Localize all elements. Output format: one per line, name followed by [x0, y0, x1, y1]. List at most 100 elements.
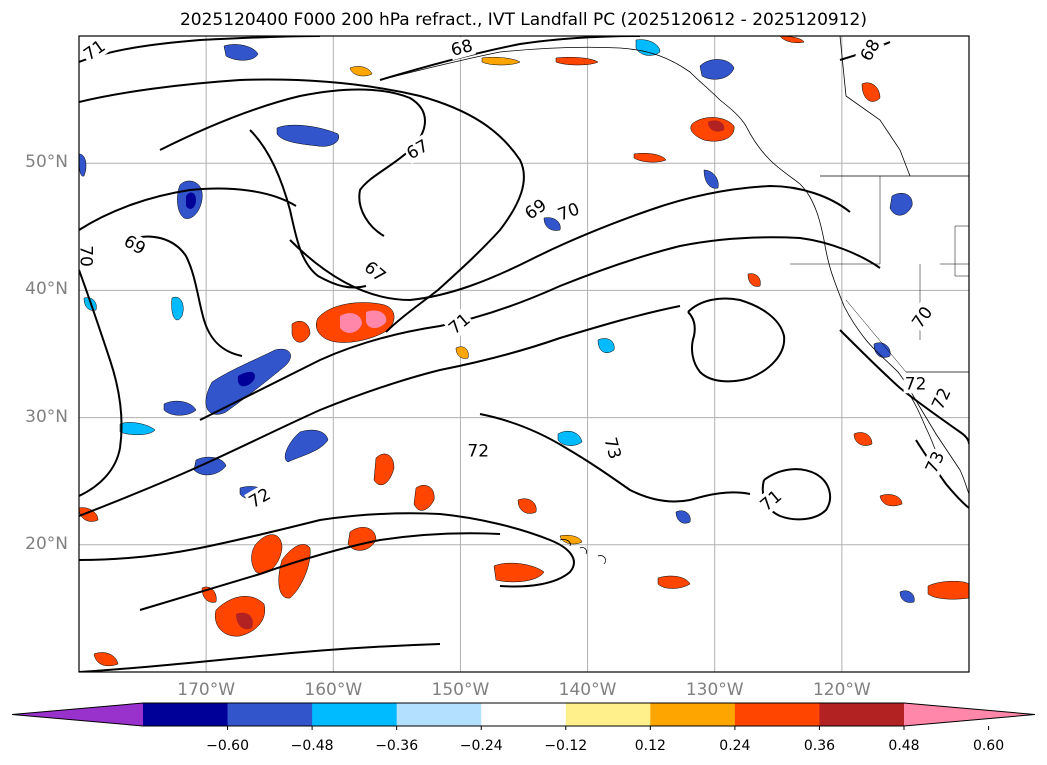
shade-negative — [889, 193, 913, 216]
colorbar-segment — [481, 703, 567, 726]
colorbar-tick-label: 0.12 — [634, 738, 666, 754]
colorbar-segment — [565, 703, 651, 726]
contour-label-bg — [600, 433, 626, 463]
shade-positive — [93, 652, 119, 667]
colorbar-tick-label: 0.48 — [888, 738, 920, 754]
shade-positive — [278, 544, 311, 599]
shade-negative — [543, 217, 561, 231]
contour-label: 70 — [76, 245, 96, 267]
coastline-hawaii — [559, 539, 606, 565]
contour-label-bg — [466, 440, 491, 461]
shade-positive — [861, 82, 881, 102]
contour-label-bg — [755, 484, 787, 516]
contour-label-bg — [79, 36, 110, 66]
shade-negative — [699, 59, 735, 80]
lon-tick-label: 140°W — [558, 680, 617, 700]
contour-label-bg — [906, 301, 938, 333]
contour-73 — [479, 413, 751, 503]
colorbar-tick-label: −0.36 — [375, 738, 419, 754]
shade-positive — [366, 310, 387, 328]
contour-72-south — [79, 512, 575, 588]
contour-label-bg — [443, 308, 475, 339]
contour-72-far-south — [79, 643, 441, 672]
contour-71 — [199, 236, 881, 421]
colorbar — [11, 702, 1036, 730]
contour-70-main — [289, 184, 851, 302]
contour-72 — [79, 305, 681, 517]
colorbar-segment — [819, 703, 905, 726]
contour-69 — [79, 187, 297, 231]
lon-tick-label: 170°W — [177, 680, 236, 700]
shade-positive — [559, 535, 583, 545]
contour-label-bg — [553, 198, 584, 226]
colorbar-tick-label: −0.24 — [459, 738, 503, 754]
contour-72-southwest — [139, 532, 501, 611]
contour-label-bg — [855, 36, 885, 66]
colorbar-segment — [650, 703, 736, 726]
contour-label: 72 — [905, 374, 927, 394]
coastline-canada-bc — [745, 125, 825, 241]
contour-label-bg — [920, 447, 949, 478]
shade-positive — [633, 153, 667, 163]
contour-label-bg — [359, 255, 391, 287]
colorbar-tick-label: −0.12 — [544, 738, 588, 754]
contour-label-bg — [119, 229, 151, 260]
contour-label-bg — [244, 483, 275, 513]
shade-positive — [853, 432, 873, 446]
shade-positive — [517, 498, 537, 514]
colorbar-extend-high — [904, 703, 1035, 726]
shade-negative — [193, 456, 227, 476]
shade-positive — [927, 581, 969, 600]
map-frame — [78, 35, 970, 673]
contour-label: 72 — [467, 442, 489, 462]
shade-negative — [276, 124, 340, 147]
coastline-alaska — [379, 46, 747, 127]
lon-tick-label: 130°W — [685, 680, 744, 700]
shade-positive — [349, 66, 373, 77]
state-borders — [790, 176, 969, 373]
shade-positive — [708, 120, 725, 132]
shade-negative — [597, 338, 615, 353]
lat-tick-label: 50°N — [25, 152, 68, 173]
lat-tick-label: 40°N — [25, 279, 68, 300]
shade-negative — [557, 431, 583, 446]
contour-label-bg — [401, 134, 433, 164]
lat-tick-label: 30°N — [25, 406, 68, 427]
coastline-us-west — [823, 239, 969, 495]
colorbar-tick-label: −0.48 — [290, 738, 334, 754]
shade-positive — [413, 485, 435, 511]
contour-label-bg — [926, 383, 956, 414]
shade-positive — [455, 346, 469, 359]
colorbar-segment — [312, 703, 398, 726]
lat-tick-label: 20°N — [25, 533, 68, 554]
lon-tick-label: 160°W — [304, 680, 363, 700]
contour-label-bg — [519, 193, 552, 225]
colorbar-extend-low — [12, 703, 143, 726]
map-title: 2025120400 F000 200 hPa refract., IVT La… — [179, 10, 867, 30]
shade-positive — [481, 56, 521, 66]
shade-positive — [236, 612, 253, 630]
shade-positive — [373, 453, 395, 486]
shade-positive — [79, 507, 99, 522]
shade-negative — [186, 192, 196, 209]
shade-positive — [747, 273, 761, 287]
contour-73-east — [915, 439, 969, 509]
shade-negative — [873, 342, 891, 358]
contour-67-b — [249, 129, 367, 289]
colorbar-segment — [396, 703, 482, 726]
shade-negative — [284, 429, 329, 463]
contour-label-bg — [79, 244, 97, 269]
contour-70 — [79, 269, 123, 497]
shade-positive — [340, 313, 362, 333]
border-alaska-canada — [839, 36, 911, 177]
shade-positive — [493, 562, 545, 583]
contour-69-main — [79, 78, 525, 333]
lon-tick-label: 120°W — [812, 680, 871, 700]
shade-negative — [703, 169, 719, 189]
anomaly-shading — [79, 36, 969, 667]
contour-label-bg — [447, 36, 476, 61]
shade-negative — [171, 296, 184, 321]
colorbar-tick-label: 0.24 — [719, 738, 751, 754]
contour-72-east — [839, 329, 969, 445]
shade-positive — [657, 575, 691, 589]
